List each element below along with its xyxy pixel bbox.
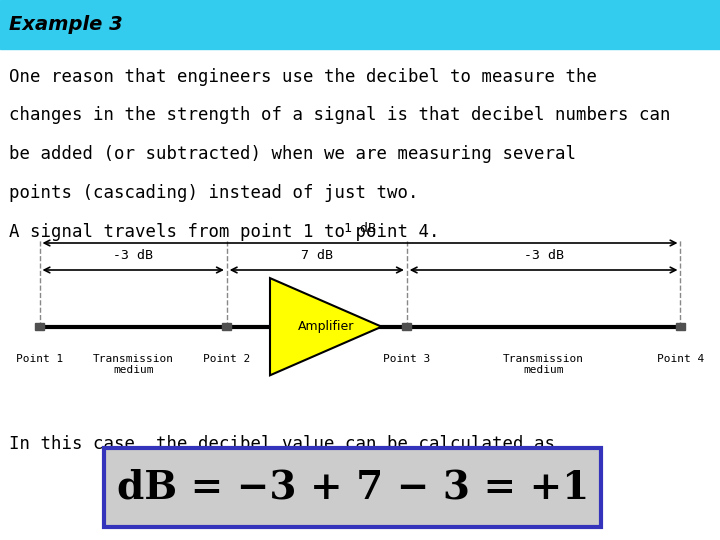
Bar	[35, 323, 45, 330]
Text: Point 4: Point 4	[657, 354, 704, 364]
Text: Transmission
medium: Transmission medium	[503, 354, 584, 375]
Text: Amplifier: Amplifier	[297, 320, 354, 333]
Text: dB = −3 + 7 − 3 = +1: dB = −3 + 7 − 3 = +1	[117, 468, 589, 507]
Text: be added (or subtracted) when we are measuring several: be added (or subtracted) when we are mea…	[9, 145, 576, 163]
Text: Point 1: Point 1	[16, 354, 63, 364]
Bar	[402, 323, 412, 330]
Bar	[0, 0, 720, 49]
Text: changes in the strength of a signal is that decibel numbers can: changes in the strength of a signal is t…	[9, 106, 670, 124]
Text: 7 dB: 7 dB	[301, 249, 333, 262]
Bar	[104, 448, 601, 526]
Text: -3 dB: -3 dB	[523, 249, 564, 262]
Bar	[222, 323, 232, 330]
Text: Example 3: Example 3	[9, 15, 122, 34]
Text: One reason that engineers use the decibel to measure the: One reason that engineers use the decibe…	[9, 68, 597, 85]
Bar	[676, 323, 685, 330]
Text: In this case, the decibel value can be calculated as: In this case, the decibel value can be c…	[9, 435, 554, 453]
Text: Point 3: Point 3	[383, 354, 431, 364]
Text: -3 dB: -3 dB	[113, 249, 153, 262]
Text: points (cascading) instead of just two.: points (cascading) instead of just two.	[9, 184, 418, 202]
Text: Transmission
medium: Transmission medium	[93, 354, 174, 375]
Text: A signal travels from point 1 to point 4.: A signal travels from point 1 to point 4…	[9, 223, 439, 241]
Text: Point 2: Point 2	[203, 354, 251, 364]
Text: 1 dB: 1 dB	[344, 222, 376, 235]
Polygon shape	[270, 278, 382, 375]
